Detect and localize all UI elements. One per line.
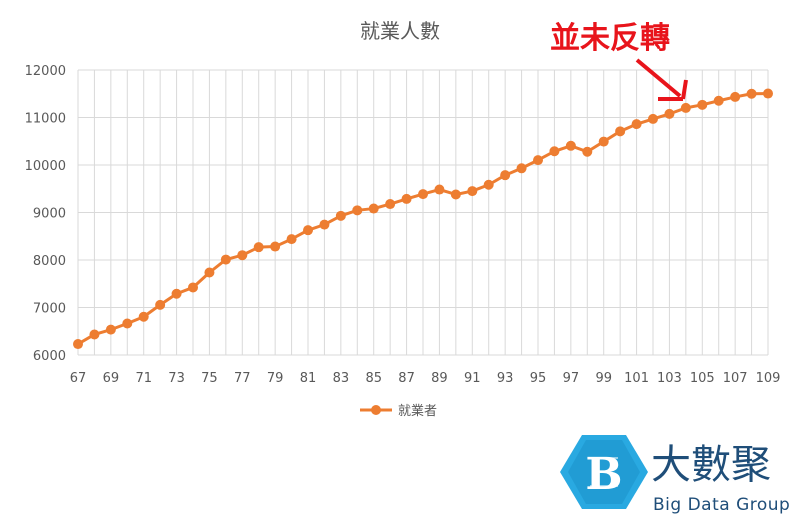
data-point xyxy=(155,299,166,310)
annotation: 並未反轉 xyxy=(550,21,688,101)
x-tick-label: 95 xyxy=(530,371,547,386)
y-tick-label: 12000 xyxy=(25,64,66,79)
data-point xyxy=(73,339,83,350)
data-point xyxy=(89,329,100,340)
y-tick-label: 9000 xyxy=(33,207,66,222)
x-tick-label: 103 xyxy=(657,371,682,386)
legend-label: 就業者 xyxy=(398,403,437,419)
gridlines xyxy=(77,69,769,356)
data-point xyxy=(648,113,658,124)
legend: 就業者 xyxy=(360,403,437,419)
data-point xyxy=(385,199,396,210)
data-point xyxy=(582,146,593,157)
data-point xyxy=(467,186,478,197)
data-point xyxy=(483,179,494,190)
data-point xyxy=(697,99,708,110)
legend-dot-marker xyxy=(371,405,381,415)
data-point xyxy=(220,254,231,265)
x-tick-label: 93 xyxy=(497,371,514,386)
x-tick-label: 109 xyxy=(756,371,781,386)
data-point xyxy=(549,146,560,157)
y-tick-label: 6000 xyxy=(33,349,66,364)
svg-text:B: B xyxy=(585,449,622,500)
data-point xyxy=(138,311,149,322)
data-point xyxy=(500,170,511,181)
x-tick-label: 101 xyxy=(624,371,649,386)
data-point xyxy=(533,155,543,166)
x-tick-label: 77 xyxy=(234,371,251,386)
x-tick-label: 79 xyxy=(267,371,284,386)
y-tick-label: 8000 xyxy=(33,254,66,269)
x-tick-label: 89 xyxy=(431,371,448,386)
data-point xyxy=(746,88,757,99)
brand-name-cn: 大數聚 xyxy=(651,442,771,488)
x-tick-label: 91 xyxy=(464,371,481,386)
chart-title: 就業人數 xyxy=(360,19,440,43)
x-tick-label: 75 xyxy=(201,371,218,386)
data-point xyxy=(204,267,215,278)
x-tick-label: 85 xyxy=(365,371,382,386)
data-point xyxy=(516,163,527,174)
data-point xyxy=(352,205,363,216)
x-tick-label: 83 xyxy=(333,371,350,386)
data-point xyxy=(368,203,379,214)
y-axis-ticks: 6000 7000 8000 9000 10000 11000 12000 xyxy=(25,64,66,364)
data-point xyxy=(253,242,264,253)
x-tick-label: 107 xyxy=(723,371,748,386)
data-point xyxy=(565,140,576,151)
data-point xyxy=(434,184,445,195)
data-point xyxy=(105,324,116,335)
x-tick-label: 71 xyxy=(135,371,152,386)
y-tick-label: 7000 xyxy=(33,302,66,317)
data-point xyxy=(450,189,461,200)
annotation-text: 並未反轉 xyxy=(550,21,670,56)
x-tick-label: 69 xyxy=(103,371,120,386)
logo-hexagon-icon: B xyxy=(560,435,648,509)
data-point xyxy=(713,95,724,106)
series-layer xyxy=(73,88,773,350)
data-point xyxy=(730,91,741,102)
data-point xyxy=(188,282,198,293)
data-point xyxy=(319,219,330,230)
data-point xyxy=(631,119,642,130)
data-point xyxy=(270,241,281,252)
x-axis-ticks: 67 69 71 73 75 77 79 81 83 85 87 89 91 93 95 97 99 101 103… xyxy=(70,371,781,386)
brand-name-en: Big Data Group xyxy=(653,495,790,515)
y-tick-label: 10000 xyxy=(25,159,66,174)
data-point xyxy=(615,126,626,137)
x-tick-label: 73 xyxy=(168,371,185,386)
data-point xyxy=(401,193,412,204)
x-tick-label: 67 xyxy=(70,371,87,386)
brand-logo: B 大數聚 Big Data Group xyxy=(560,435,790,515)
x-tick-label: 97 xyxy=(563,371,580,386)
x-tick-label: 99 xyxy=(595,371,612,386)
data-point xyxy=(664,108,675,119)
x-tick-label: 105 xyxy=(690,371,715,386)
data-point xyxy=(418,189,428,200)
data-point xyxy=(171,288,182,299)
data-point xyxy=(122,318,133,329)
data-point xyxy=(237,250,248,261)
data-point xyxy=(598,136,609,147)
data-point xyxy=(680,102,691,113)
data-point xyxy=(286,234,297,245)
y-tick-label: 11000 xyxy=(25,112,66,127)
x-tick-label: 87 xyxy=(398,371,415,386)
data-point xyxy=(335,210,346,221)
data-point xyxy=(303,225,313,236)
data-point xyxy=(763,88,773,99)
annotation-arrow-icon xyxy=(635,58,688,101)
x-tick-label: 81 xyxy=(300,371,317,386)
